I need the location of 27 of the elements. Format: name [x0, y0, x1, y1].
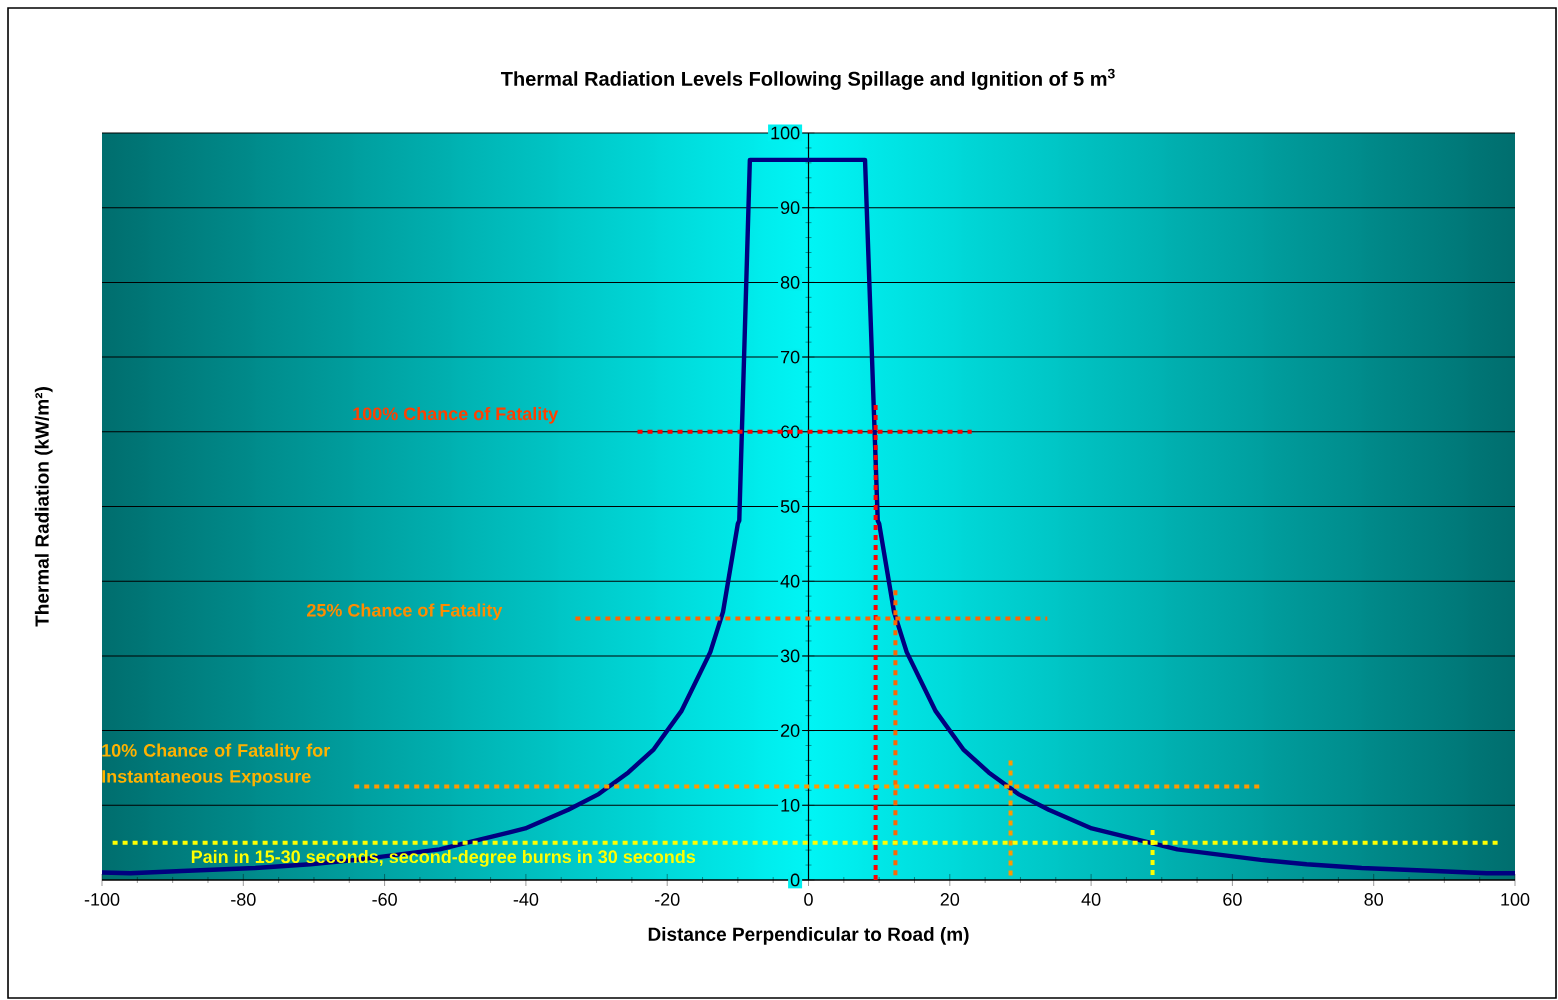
x-tick-label: 20	[940, 893, 960, 906]
y-tick-label: 0	[790, 873, 800, 887]
y-tick-label: 50	[780, 500, 800, 513]
y-tick-label: 100	[771, 126, 800, 140]
x-tick-label: 40	[1081, 893, 1101, 906]
x-axis-title: Distance Perpendicular to Road (m)	[648, 927, 969, 945]
y-tick-label: 30	[780, 649, 800, 663]
x-tick-label: -60	[372, 893, 397, 906]
x-tick-label: -20	[655, 893, 680, 906]
y-axis-title: Thermal Radiation (kW/m²)	[34, 387, 53, 627]
annotation: 10% Chance of Fatality for Instantaneous Exposure	[102, 743, 330, 787]
y-tick-label: 20	[781, 724, 800, 737]
chart-title: Thermal Radiation Levels Following Spillage and Ignition of 5 m$^{3}$	[500, 68, 1115, 90]
x-tick-label: -40	[513, 893, 539, 906]
annotation: 25% Chance of Fatality	[306, 603, 503, 621]
y-tick-label: 40	[780, 574, 800, 588]
y-tick-label: 80	[780, 276, 800, 289]
y-tick-label: 70	[781, 350, 800, 364]
x-tick-label: 100	[1501, 893, 1530, 906]
annotation: 100% Chance of Fatality	[353, 406, 559, 424]
x-tick-label: 0	[804, 893, 813, 906]
y-tick-label: 10	[781, 798, 800, 812]
x-tick-label: -100	[84, 893, 120, 906]
y-tick-label: 90	[780, 201, 800, 215]
x-tick-label: -80	[231, 893, 256, 906]
x-tick-label: 60	[1223, 893, 1242, 906]
x-tick-label: 80	[1364, 893, 1384, 906]
